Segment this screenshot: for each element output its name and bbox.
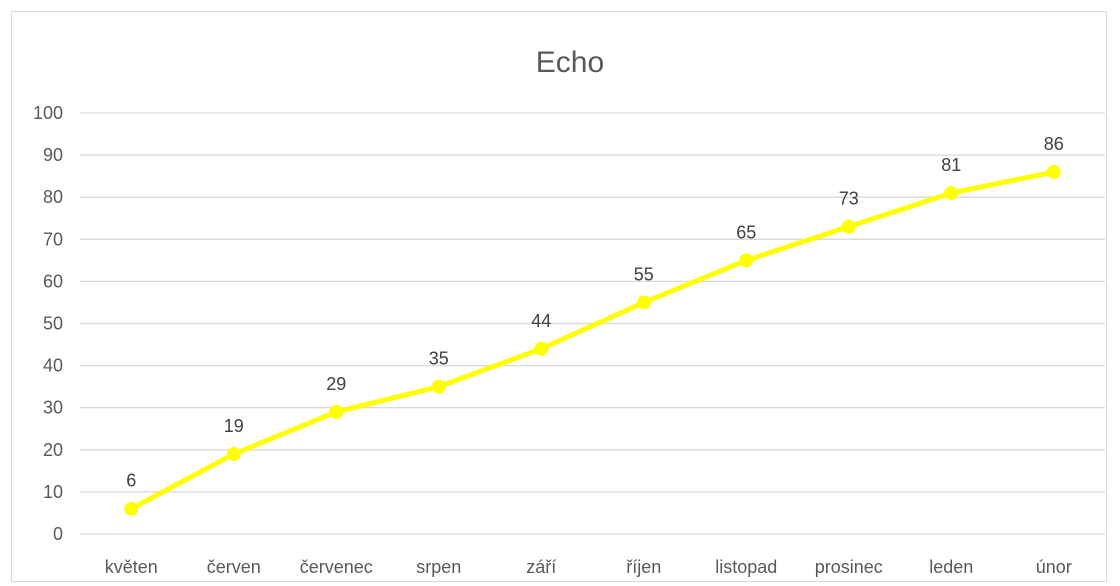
data-label: 35	[429, 349, 449, 369]
x-tick-label: květen	[105, 557, 158, 577]
data-point	[1046, 164, 1061, 179]
data-points	[124, 164, 1061, 516]
data-label: 29	[326, 374, 346, 394]
data-point	[329, 404, 344, 419]
data-label: 44	[531, 311, 551, 331]
x-tick-label: leden	[929, 557, 973, 577]
y-tick-label: 80	[43, 187, 63, 207]
data-label: 65	[736, 222, 756, 242]
gridlines	[80, 112, 1105, 535]
data-label: 6	[126, 471, 136, 491]
data-point	[841, 219, 856, 234]
y-tick-label: 100	[33, 103, 63, 123]
chart-title: Echo	[536, 46, 604, 79]
x-tick-label: únor	[1036, 557, 1072, 577]
series-line	[128, 169, 1057, 512]
y-tick-label: 0	[53, 524, 63, 544]
data-labels: 6 19 29 35 44 55 65 73 81 86	[126, 134, 1064, 491]
chart-frame	[11, 11, 1107, 582]
data-point	[636, 295, 651, 310]
y-tick-label: 50	[43, 314, 63, 334]
y-tick-label: 90	[43, 145, 63, 165]
x-tick-label: srpen	[416, 557, 461, 577]
data-label: 55	[634, 264, 654, 284]
y-tick-label: 60	[43, 271, 63, 291]
x-tick-label: listopad	[715, 557, 777, 577]
y-tick-label: 30	[43, 398, 63, 418]
data-label: 81	[941, 155, 961, 175]
data-point	[226, 447, 241, 462]
data-point	[431, 379, 446, 394]
x-tick-label: červen	[207, 557, 261, 577]
y-tick-label: 70	[43, 229, 63, 249]
x-tick-label: září	[526, 557, 556, 577]
x-tick-label: červenec	[300, 557, 373, 577]
data-point	[124, 501, 139, 516]
x-tick-label: říjen	[626, 557, 661, 577]
y-tick-label: 40	[43, 356, 63, 376]
data-point	[534, 341, 549, 356]
data-label: 19	[224, 416, 244, 436]
y-axis-tick-labels: 0 10 20 30 40 50 60 70 80 90 100	[33, 103, 63, 544]
x-axis-tick-labels: květen červen červenec srpen září říjen listop…	[105, 557, 1072, 577]
y-tick-label: 20	[43, 440, 63, 460]
data-point	[739, 253, 754, 268]
data-label: 86	[1044, 134, 1064, 154]
y-tick-label: 10	[43, 482, 63, 502]
series-line-layer	[128, 169, 1057, 512]
x-tick-label: prosinec	[815, 557, 883, 577]
data-point	[944, 185, 959, 200]
data-label: 73	[839, 189, 859, 209]
